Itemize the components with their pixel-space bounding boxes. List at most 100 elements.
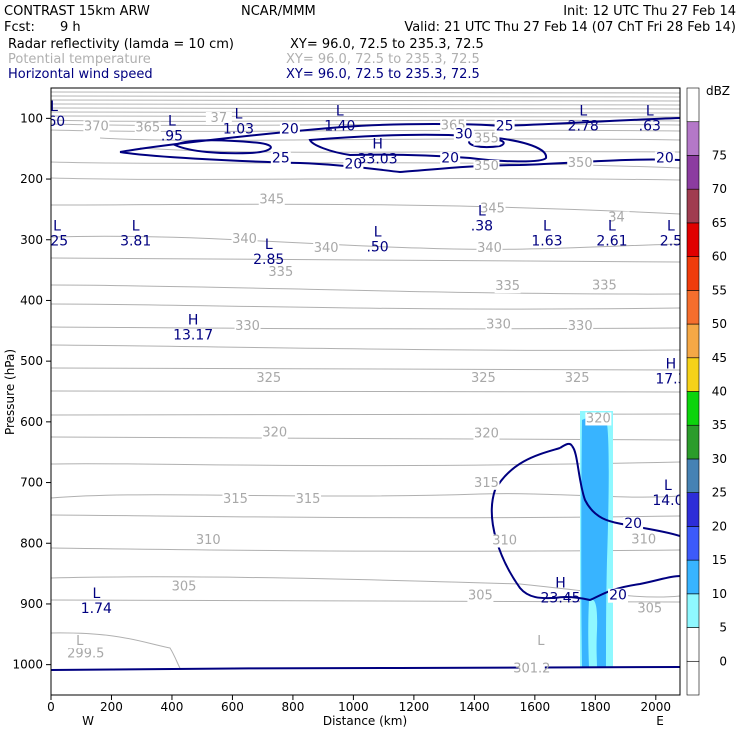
extremum-type: H xyxy=(372,137,383,153)
theta-label-bg xyxy=(234,320,261,334)
theta-label: 305 xyxy=(468,589,493,604)
theta-label-bg xyxy=(473,476,500,490)
colorbar-swatch xyxy=(686,155,700,190)
extremum-type: L xyxy=(374,225,382,241)
x-tick-label: 800 xyxy=(281,700,304,714)
theta-label: 335 xyxy=(495,279,520,294)
extremum-type: L xyxy=(265,237,273,253)
colorbar-level-label: 55 xyxy=(712,283,727,297)
theta-label-bg xyxy=(527,635,554,649)
extremum-value: 1.63 xyxy=(531,234,562,250)
theta-label-bg xyxy=(470,371,497,385)
wind-label-bg xyxy=(279,122,300,137)
theta-label: 305 xyxy=(172,580,197,595)
wind-label: 25 xyxy=(272,151,290,167)
theta-label: 340 xyxy=(314,241,339,256)
extremum-type: L xyxy=(646,103,654,119)
theta-label-bg xyxy=(494,280,521,294)
colorbar-swatch xyxy=(686,593,700,628)
theta-label-bg xyxy=(630,533,657,547)
extremum-value: 3.81 xyxy=(120,234,151,250)
fcst-label: Fcst: xyxy=(4,20,35,35)
extremum-value: 1.74 xyxy=(81,601,112,617)
theta-label: 325 xyxy=(256,371,281,386)
colorbar-swatch xyxy=(686,458,700,493)
colorbar-swatch xyxy=(686,424,700,460)
y-tick-label: 300 xyxy=(20,233,43,247)
colorbar-swatch xyxy=(686,222,700,257)
colorbar-level-label: 60 xyxy=(712,250,727,264)
extremum-type: L xyxy=(168,114,176,130)
init-time: Init: 12 UTC Thu 27 Feb 14 xyxy=(563,4,736,19)
x-axis-west-label: W xyxy=(82,714,94,728)
extremum-value: 13.17 xyxy=(173,328,213,344)
colorbar-swatch xyxy=(686,188,700,224)
theta-label-bg xyxy=(591,279,618,293)
theta-label: L xyxy=(76,634,84,649)
extremum-value: .25 xyxy=(46,234,68,250)
wind-extrema-labels: L.60 L.95L1.03L1.40H33.03L2.78L.63L.25L3.… xyxy=(46,99,683,617)
theta-label-bg xyxy=(255,371,282,385)
extremum-type: L xyxy=(579,103,587,119)
colorbar-level-label: 10 xyxy=(712,587,727,601)
theta-label-bg xyxy=(222,493,249,507)
theta-label-bg xyxy=(267,266,294,280)
theta-label: 301.2 xyxy=(513,662,550,677)
wind-label-bg xyxy=(453,127,474,142)
x-tick-label: 2000 xyxy=(641,700,672,714)
theta-label-bg xyxy=(83,120,110,134)
theta-label-bg xyxy=(195,533,222,547)
extremum-value: .63 xyxy=(639,118,661,134)
field-xy-theta: XY= 96.0, 72.5 to 235.3, 72.5 xyxy=(286,52,480,67)
colorbar-level-label: 70 xyxy=(712,182,727,196)
colorbar-swatch xyxy=(686,627,700,662)
theta-label: 325 xyxy=(565,371,590,386)
extremum-type: L xyxy=(608,219,616,235)
theta-label: 330 xyxy=(235,319,260,334)
theta-label: 345 xyxy=(480,201,505,216)
x-axis-label: Distance (km) xyxy=(323,714,407,728)
colorbar-swatch xyxy=(686,290,700,325)
theta-label: 34 xyxy=(608,211,625,226)
wind-label: 20 xyxy=(281,122,299,138)
theta-label: 330 xyxy=(568,319,593,334)
colorbar-level-label: 30 xyxy=(712,452,727,466)
theta-label: 315 xyxy=(223,492,248,507)
theta-label: 315 xyxy=(296,492,321,507)
y-tick-label: 900 xyxy=(20,597,43,611)
wind-label: 20 xyxy=(344,157,362,173)
colorbar-swatch xyxy=(686,323,700,359)
wind-label-bg xyxy=(494,119,515,134)
extremum-type: L xyxy=(336,103,344,119)
theta-label-bg xyxy=(205,111,232,125)
colorbar-swatch xyxy=(686,121,700,156)
extremum-type: L xyxy=(664,478,672,494)
extremum-value: 14.0 xyxy=(652,493,683,509)
extremum-type: H xyxy=(666,356,677,372)
theta-label: 350 xyxy=(474,159,499,174)
y-axis-label: Pressure (hPa) xyxy=(3,349,17,435)
wind-label: 30 xyxy=(455,126,473,142)
wind-label: 25 xyxy=(496,118,514,134)
extremum-type: H xyxy=(555,576,566,592)
theta-label-bg xyxy=(171,580,198,594)
y-tick-label: 1000 xyxy=(12,658,43,672)
theta-label-bg xyxy=(72,647,99,661)
theta-label: 335 xyxy=(592,279,617,294)
theta-label: 370 xyxy=(84,119,109,134)
center-label: NCAR/MMM xyxy=(241,4,316,19)
extremum-type: L xyxy=(50,99,58,115)
colorbar-level-label: 35 xyxy=(712,418,727,432)
wind-label-bg xyxy=(654,151,675,166)
wind-label-bg xyxy=(608,588,629,603)
x-tick-label: 1600 xyxy=(520,700,551,714)
extremum-type: L xyxy=(53,219,61,235)
x-tick-label: 1400 xyxy=(459,700,490,714)
theta-label: 340 xyxy=(477,241,502,256)
y-tick-label: 200 xyxy=(20,172,43,186)
colorbar-swatch xyxy=(686,357,700,392)
extremum-type: H xyxy=(188,313,199,329)
theta-label: 365 xyxy=(135,121,160,136)
wind-label: 20 xyxy=(624,516,642,532)
